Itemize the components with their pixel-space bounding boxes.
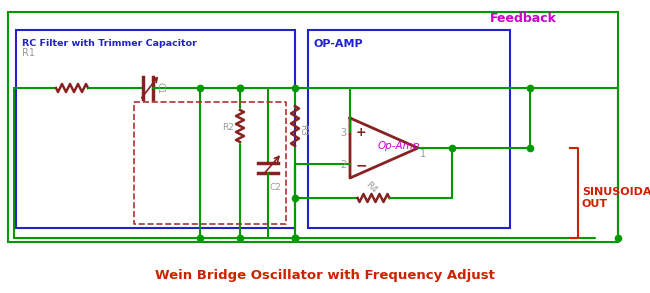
Text: SINUSOIDAL
OUT: SINUSOIDAL OUT — [582, 187, 650, 209]
Text: Feedback: Feedback — [490, 11, 557, 25]
Text: Op-Amp: Op-Amp — [378, 141, 421, 151]
Text: 2: 2 — [340, 160, 346, 170]
Bar — [8, 12, 618, 242]
Text: Wein Bridge Oscillator with Frequency Adjust: Wein Bridge Oscillator with Frequency Ad… — [155, 270, 495, 282]
Text: R1: R1 — [22, 48, 35, 58]
Text: RC Filter with Trimmer Capacitor: RC Filter with Trimmer Capacitor — [22, 40, 197, 49]
Text: +: + — [356, 127, 367, 139]
Text: 1: 1 — [420, 149, 426, 159]
Text: R2: R2 — [222, 124, 234, 132]
Text: R4: R4 — [363, 180, 378, 194]
Text: OP-AMP: OP-AMP — [314, 39, 363, 49]
Text: R3: R3 — [298, 124, 307, 136]
Bar — [308, 30, 510, 228]
Text: −: − — [356, 158, 368, 172]
Text: 3: 3 — [340, 128, 346, 138]
Text: C2: C2 — [270, 183, 282, 192]
Bar — [16, 30, 295, 228]
Text: C1: C1 — [155, 82, 164, 94]
